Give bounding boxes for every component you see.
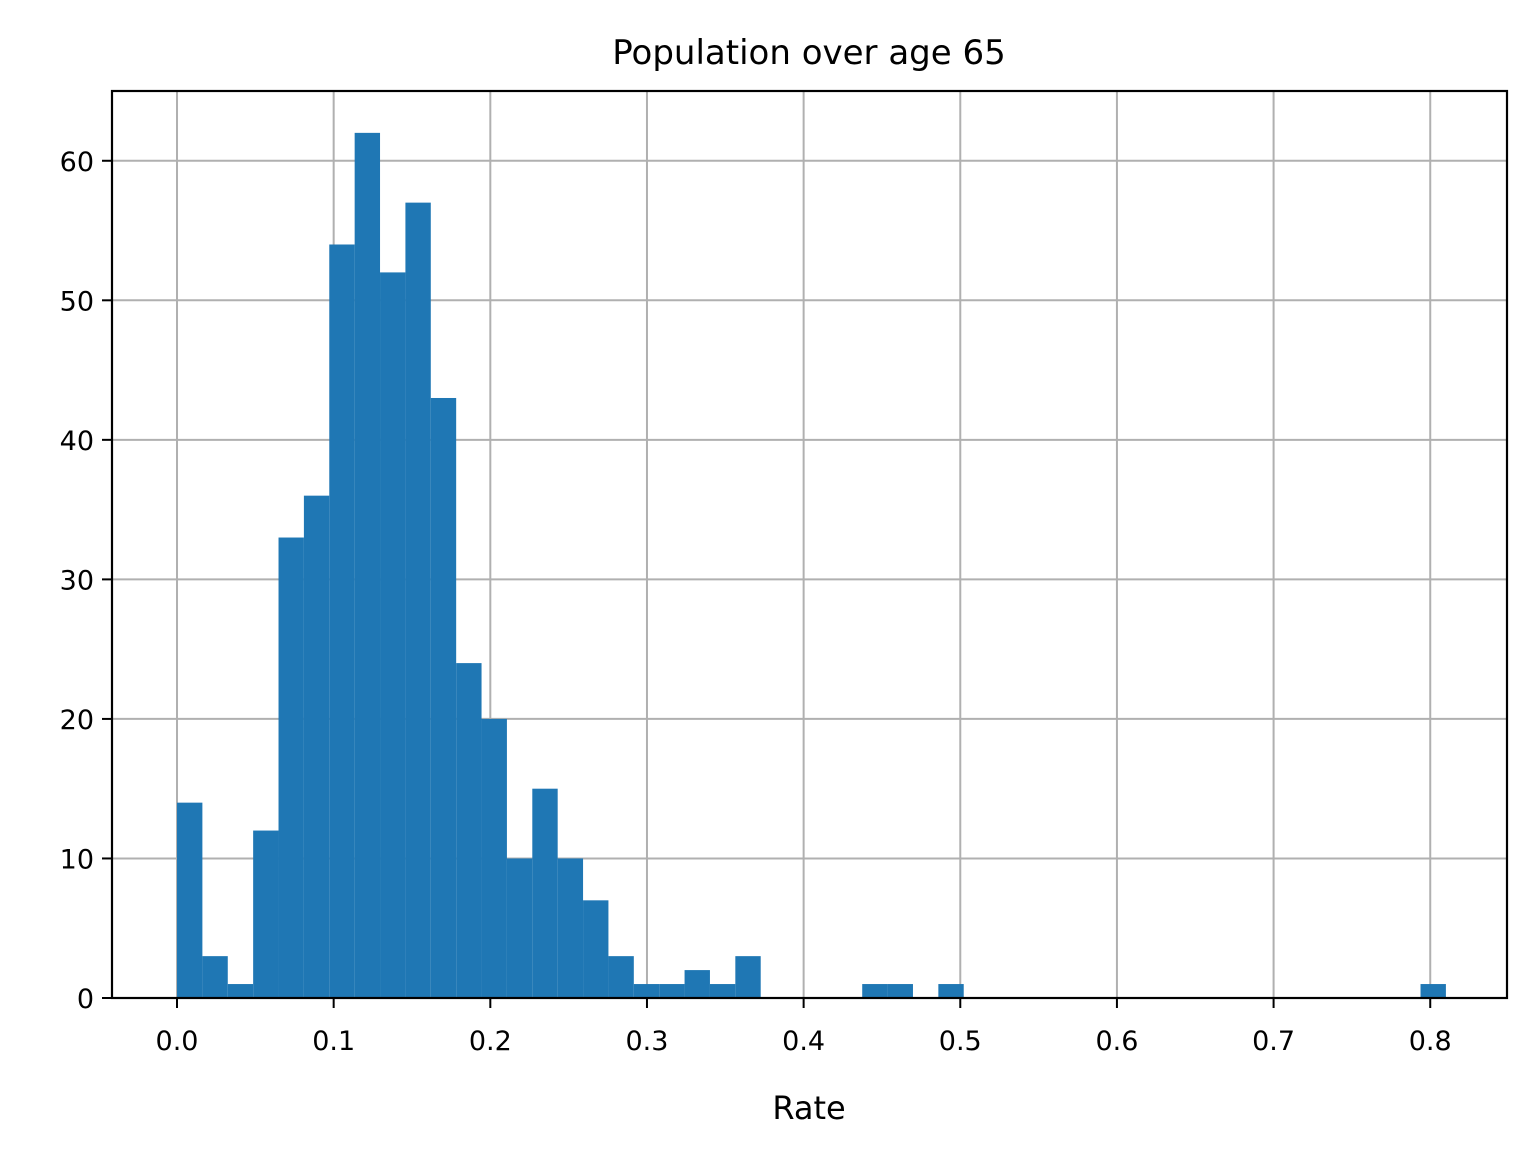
- histogram-bar-27: [862, 984, 888, 998]
- y-tick-label-6: 60: [60, 147, 94, 178]
- histogram-bar-30: [938, 984, 964, 998]
- histogram-bar-49: [1420, 984, 1446, 998]
- x-tick-label-0: 0.0: [156, 1026, 199, 1057]
- histogram-bar-2: [227, 984, 254, 998]
- histogram-bar-4: [278, 537, 304, 998]
- x-tick-label-6: 0.6: [1095, 1026, 1138, 1057]
- histogram-bar-8: [380, 272, 406, 998]
- x-tick-label-2: 0.2: [469, 1026, 512, 1057]
- y-tick-label-4: 40: [60, 426, 94, 457]
- chart-title: Population over age 65: [612, 33, 1005, 73]
- x-tick-label-7: 0.7: [1252, 1026, 1295, 1057]
- y-tick-label-5: 50: [60, 286, 94, 317]
- histogram-bar-21: [709, 984, 736, 998]
- histogram-bar-1: [202, 956, 228, 998]
- histogram-bar-6: [329, 244, 355, 998]
- histogram-bars: [177, 132, 1446, 999]
- x-axis-label: Rate: [772, 1089, 845, 1127]
- histogram-bar-5: [303, 495, 330, 998]
- histogram-bar-15: [557, 858, 584, 998]
- histogram-bar-12: [481, 718, 507, 998]
- x-tick-label-5: 0.5: [939, 1026, 982, 1057]
- x-tick-label-3: 0.3: [625, 1026, 668, 1057]
- x-tick-label-1: 0.1: [312, 1026, 355, 1057]
- histogram-bar-28: [887, 984, 913, 998]
- histogram-bar-14: [532, 788, 558, 998]
- x-tick-label-4: 0.4: [782, 1026, 825, 1057]
- histogram-bar-10: [430, 397, 457, 998]
- plot-frame: [110, 89, 1509, 1000]
- histogram-bar-18: [633, 984, 660, 998]
- histogram-bar-16: [583, 900, 609, 998]
- histogram-bar-19: [659, 984, 685, 998]
- y-tick-label-3: 30: [60, 565, 94, 596]
- histogram-bar-22: [735, 956, 761, 998]
- x-tick-label-8: 0.8: [1409, 1026, 1452, 1057]
- histogram-bar-20: [684, 970, 710, 998]
- histogram-bar-7: [354, 132, 381, 998]
- histogram-bar-0: [177, 802, 203, 998]
- histogram-bar-3: [253, 830, 279, 998]
- histogram-bar-17: [608, 956, 634, 998]
- y-tick-label-1: 10: [60, 844, 94, 875]
- y-tick-label-0: 0: [77, 984, 94, 1015]
- axis-ticks: 0.0 0.1 0.2 0.3 0.4 0.5 0.6 0.7 0.8 0 10 20 30 40 50 60: [60, 147, 1452, 1057]
- histogram-bar-13: [506, 858, 533, 998]
- histogram-bar-9: [405, 202, 431, 999]
- histogram-bar-11: [456, 663, 482, 998]
- y-tick-label-2: 20: [60, 705, 94, 736]
